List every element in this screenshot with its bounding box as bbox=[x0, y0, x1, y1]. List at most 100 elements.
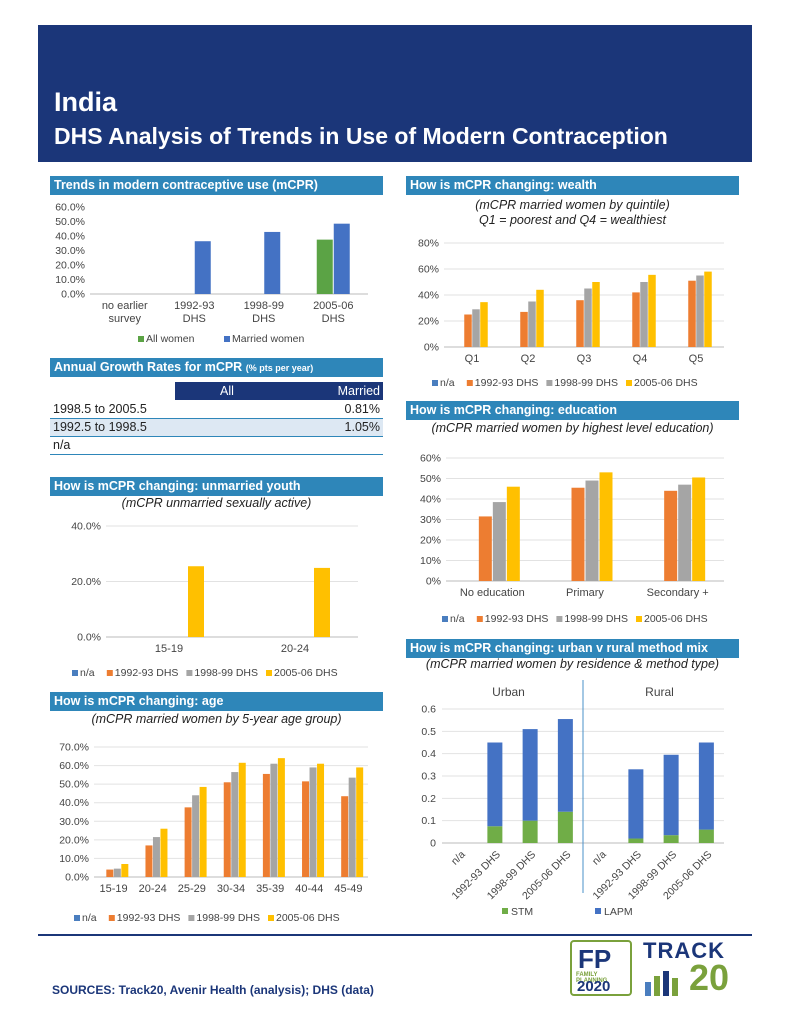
legend-swatch bbox=[466, 380, 473, 386]
wealth-subtitle-2: Q1 = poorest and Q4 = wealthiest bbox=[479, 213, 666, 227]
y-tick-label: 0 bbox=[430, 838, 436, 850]
bar bbox=[520, 311, 528, 347]
x-tick-label: 20-24 bbox=[281, 643, 309, 655]
section-wealth: How is mCPR changing: wealth bbox=[406, 176, 739, 195]
x-tick-label: 25-29 bbox=[178, 883, 206, 895]
x-tick-label: DHS bbox=[322, 313, 345, 325]
y-tick-label: 40.0% bbox=[59, 797, 89, 809]
x-tick-label: Q3 bbox=[577, 353, 592, 365]
growth-period: 1998.5 to 2005.5 bbox=[50, 400, 175, 419]
fp2020-logo: FP FAMILY PLANNING 2020 bbox=[570, 940, 632, 996]
legend-swatch bbox=[108, 915, 115, 921]
legend-entry: All women bbox=[146, 333, 195, 345]
bar bbox=[480, 302, 488, 347]
y-tick-label: 20.0% bbox=[59, 834, 89, 846]
legend-entry: n/a bbox=[82, 912, 97, 924]
y-tick-label: 0% bbox=[426, 576, 441, 588]
legend-swatch bbox=[432, 380, 438, 386]
chart-youth: 0.0% 20.0% 40.0% 15-19 20-24 n/a 1992-93 DHS 19… bbox=[71, 521, 358, 679]
x-tick-label: 1998-99 bbox=[244, 300, 284, 312]
group-label: Urban bbox=[492, 685, 525, 699]
track-logo-bar bbox=[663, 971, 669, 996]
growth-all bbox=[175, 400, 279, 419]
chart-trends: 0.0% 10.0% 20.0% 30.0% 40.0% 50.0% 60.0% no ear… bbox=[55, 202, 368, 345]
legend-swatch bbox=[186, 670, 193, 676]
y-tick-label: 60.0% bbox=[55, 202, 85, 214]
bar bbox=[341, 796, 349, 877]
x-tick-label: 15-19 bbox=[100, 883, 128, 895]
x-tick-label: 20-24 bbox=[139, 883, 167, 895]
y-tick-label: 30% bbox=[420, 514, 441, 526]
legend-entry: STM bbox=[511, 906, 533, 918]
x-tick-label: No education bbox=[460, 587, 525, 599]
education-subtitle: (mCPR married women by highest level edu… bbox=[431, 421, 714, 435]
bar bbox=[356, 767, 364, 877]
bar bbox=[599, 472, 613, 581]
legend-entry: 1992-93 DHS bbox=[117, 912, 181, 924]
bar bbox=[106, 869, 114, 877]
bar bbox=[121, 864, 129, 877]
report-title: DHS Analysis of Trends in Use of Modern … bbox=[54, 123, 668, 149]
x-tick-label: Secondary + bbox=[647, 587, 709, 599]
legend-swatch bbox=[266, 670, 272, 676]
growth-married: 1.05% bbox=[279, 418, 383, 437]
bar bbox=[487, 826, 503, 843]
group-label: Rural bbox=[645, 685, 674, 699]
bar bbox=[584, 288, 592, 347]
section-education: How is mCPR changing: education bbox=[406, 401, 739, 420]
bar bbox=[640, 282, 648, 347]
y-tick-label: 50.0% bbox=[55, 216, 85, 228]
y-tick-label: 0.3 bbox=[421, 771, 436, 783]
x-tick-label: 45-49 bbox=[334, 883, 362, 895]
bar bbox=[696, 275, 704, 347]
bar bbox=[628, 769, 644, 839]
track-logo-bar bbox=[672, 978, 678, 996]
x-tick-label: Q4 bbox=[633, 353, 648, 365]
growth-period: 1992.5 to 1998.5 bbox=[50, 418, 175, 437]
track-logo-bar bbox=[645, 982, 651, 996]
legend-entry: 1998-99 DHS bbox=[194, 667, 258, 679]
bar bbox=[223, 782, 231, 877]
bar bbox=[478, 516, 492, 581]
legend-swatch bbox=[502, 908, 508, 914]
sources-note: SOURCES: Track20, Avenir Health (analysi… bbox=[52, 983, 374, 997]
age-subtitle: (mCPR married women by 5-year age group) bbox=[91, 712, 342, 726]
footer-divider bbox=[38, 934, 752, 936]
legend-swatch bbox=[546, 380, 553, 386]
bar bbox=[592, 282, 600, 347]
x-tick-label: no earlier bbox=[102, 300, 148, 312]
bar bbox=[309, 767, 317, 877]
legend-entry: 2005-06 DHS bbox=[644, 613, 708, 625]
table-row: n/a bbox=[50, 436, 383, 455]
legend-swatch bbox=[72, 670, 78, 676]
bar bbox=[194, 241, 211, 294]
bar bbox=[664, 490, 678, 581]
legend-entry: Married women bbox=[232, 333, 305, 345]
section-growth: Annual Growth Rates for mCPR (% pts per … bbox=[50, 358, 383, 377]
bar bbox=[528, 301, 536, 347]
y-tick-label: 0.1 bbox=[421, 815, 436, 827]
y-tick-label: 10.0% bbox=[55, 274, 85, 286]
growth-title: Annual Growth Rates for mCPR bbox=[54, 360, 243, 374]
track-logo-text: TRACK bbox=[643, 938, 725, 963]
y-tick-label: 30.0% bbox=[55, 245, 85, 257]
y-tick-label: 60.0% bbox=[59, 760, 89, 772]
bar bbox=[262, 773, 270, 877]
bar bbox=[522, 820, 538, 843]
bar bbox=[192, 795, 200, 877]
growth-married: 0.81% bbox=[279, 400, 383, 419]
bar bbox=[464, 314, 472, 347]
y-tick-label: 10.0% bbox=[59, 853, 89, 865]
bar bbox=[302, 781, 310, 877]
x-tick-label: 2005-06 bbox=[313, 300, 353, 312]
legend-swatch bbox=[188, 915, 195, 921]
y-tick-label: 40.0% bbox=[71, 521, 101, 533]
fp-logo-subtext: FAMILY PLANNING bbox=[576, 972, 608, 984]
bar bbox=[270, 763, 278, 877]
bar bbox=[648, 274, 656, 347]
legend-entry: 1998-99 DHS bbox=[564, 613, 628, 625]
bar bbox=[152, 837, 160, 877]
y-tick-label: 70.0% bbox=[59, 742, 89, 754]
legend-entry: 2005-06 DHS bbox=[276, 912, 340, 924]
